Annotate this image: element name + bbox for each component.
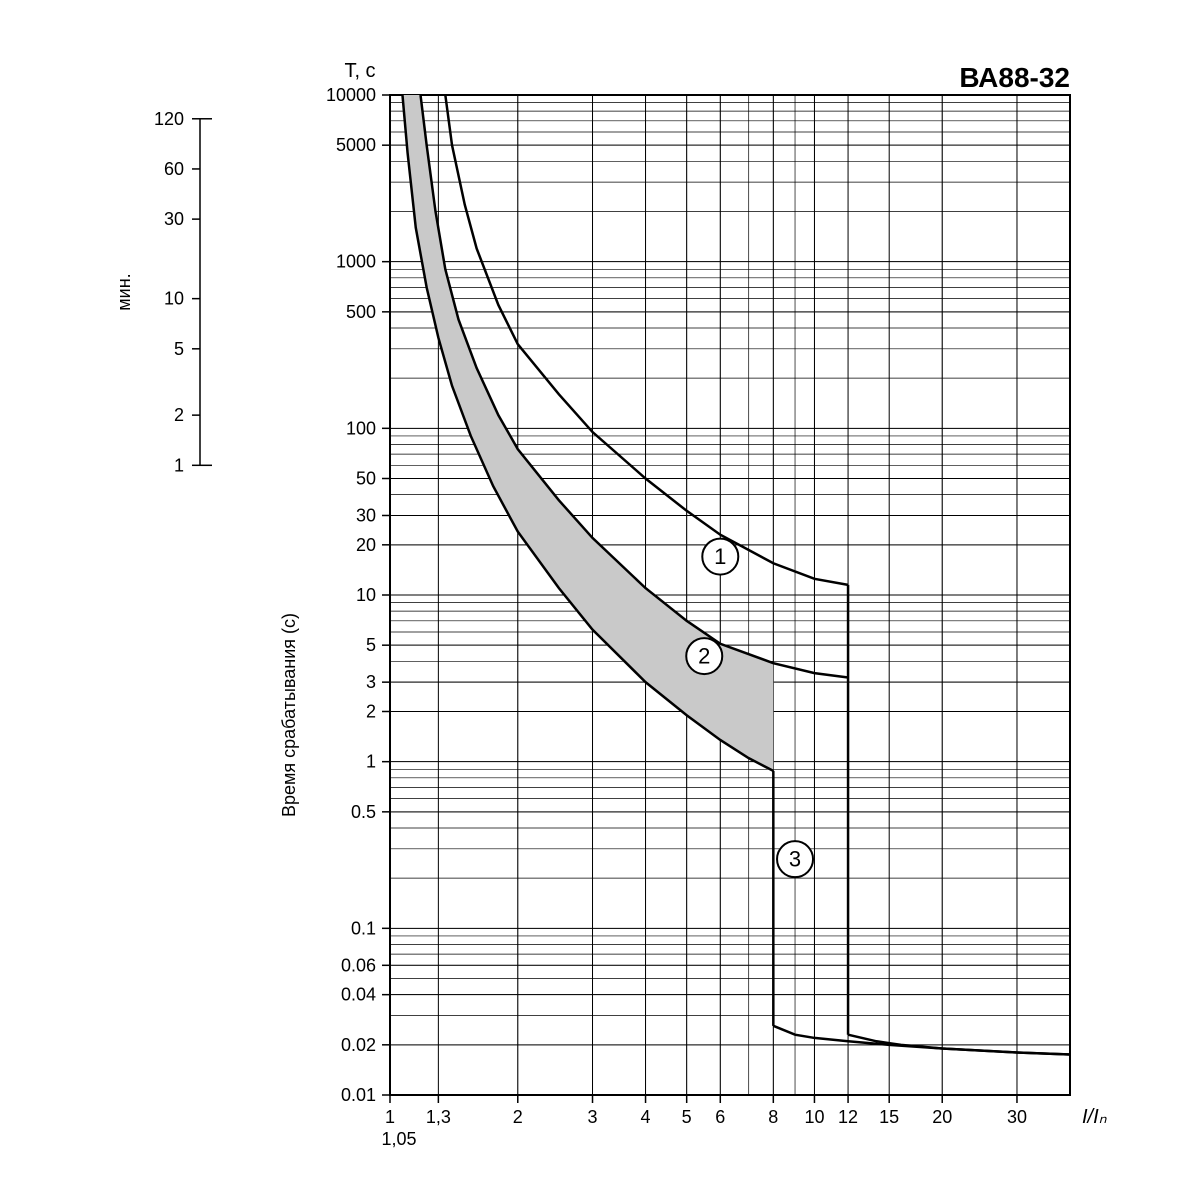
y-tick-100: 100 bbox=[346, 418, 376, 438]
y-axis-top-label: T, c bbox=[344, 60, 375, 82]
y-tick-0.02: 0.02 bbox=[341, 1035, 376, 1055]
min-tick-5: 5 bbox=[174, 339, 184, 359]
y-tick-10: 10 bbox=[356, 585, 376, 605]
curve-marker-label-2: 2 bbox=[698, 644, 710, 669]
y-tick-50: 50 bbox=[356, 469, 376, 489]
x-tick-6: 6 bbox=[715, 1107, 725, 1127]
min-tick-60: 60 bbox=[164, 159, 184, 179]
x-tick-1: 1 bbox=[385, 1107, 395, 1127]
min-tick-2: 2 bbox=[174, 405, 184, 425]
x-tick-1_05: 1,05 bbox=[381, 1129, 416, 1149]
curve-marker-label-1: 1 bbox=[714, 544, 726, 569]
x-tick-12: 12 bbox=[838, 1107, 858, 1127]
min-tick-120: 120 bbox=[154, 109, 184, 129]
x-tick-8: 8 bbox=[768, 1107, 778, 1127]
min-tick-1: 1 bbox=[174, 455, 184, 475]
y-tick-0.1: 0.1 bbox=[351, 918, 376, 938]
y-tick-30: 30 bbox=[356, 505, 376, 525]
y-tick-1: 1 bbox=[366, 752, 376, 772]
y-axis-side-label: Время срабатывания (с) bbox=[279, 613, 299, 817]
y-tick-10000: 10000 bbox=[326, 85, 376, 105]
x-tick-1.3: 1,3 bbox=[426, 1107, 451, 1127]
y-tick-2: 2 bbox=[366, 701, 376, 721]
tolerance-band bbox=[402, 95, 773, 771]
instant-left bbox=[773, 1026, 1070, 1055]
y-tick-0.01: 0.01 bbox=[341, 1085, 376, 1105]
y-tick-0.06: 0.06 bbox=[341, 955, 376, 975]
x-tick-5: 5 bbox=[682, 1107, 692, 1127]
x-tick-15: 15 bbox=[879, 1107, 899, 1127]
x-tick-30: 30 bbox=[1007, 1107, 1027, 1127]
y-tick-20: 20 bbox=[356, 535, 376, 555]
y-tick-500: 500 bbox=[346, 302, 376, 322]
y-tick-3: 3 bbox=[366, 672, 376, 692]
x-tick-3: 3 bbox=[588, 1107, 598, 1127]
y-tick-0.5: 0.5 bbox=[351, 802, 376, 822]
x-tick-4: 4 bbox=[641, 1107, 651, 1127]
curve-marker-label-3: 3 bbox=[789, 847, 801, 872]
minutes-label: мин. bbox=[114, 273, 134, 310]
y-tick-5: 5 bbox=[366, 635, 376, 655]
min-tick-30: 30 bbox=[164, 209, 184, 229]
y-tick-1000: 1000 bbox=[336, 252, 376, 272]
x-tick-10: 10 bbox=[804, 1107, 824, 1127]
x-tick-2: 2 bbox=[513, 1107, 523, 1127]
min-tick-10: 10 bbox=[164, 289, 184, 309]
x-axis-label: I/Iₙ bbox=[1082, 1106, 1108, 1128]
chart-title: ВА88-32 bbox=[959, 62, 1070, 93]
y-tick-5000: 5000 bbox=[336, 135, 376, 155]
y-tick-0.04: 0.04 bbox=[341, 985, 376, 1005]
x-tick-20: 20 bbox=[932, 1107, 952, 1127]
